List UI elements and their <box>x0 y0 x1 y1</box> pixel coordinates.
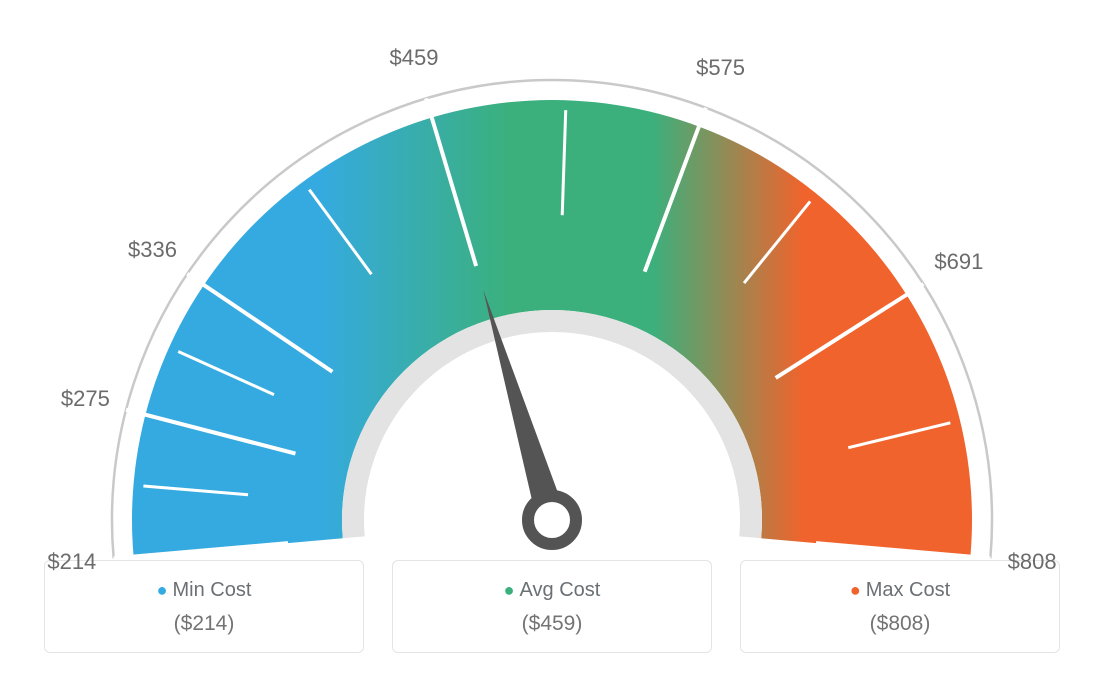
gauge-chart: $214$275$336$459$575$691$808 <box>0 0 1104 560</box>
legend-row: Min Cost ($214) Avg Cost ($459) Max Cost… <box>0 560 1104 663</box>
legend-card-avg: Avg Cost ($459) <box>392 560 712 653</box>
tick-label: $214 <box>47 549 96 575</box>
gauge-svg <box>0 0 1104 560</box>
tick-label: $459 <box>390 45 439 71</box>
tick-label: $336 <box>128 237 177 263</box>
needle-hub <box>528 496 576 544</box>
legend-min-value: ($214) <box>55 612 353 636</box>
legend-max-value: ($808) <box>751 612 1049 636</box>
tick-label: $691 <box>934 249 983 275</box>
legend-min-label: Min Cost <box>55 579 353 602</box>
legend-avg-value: ($459) <box>403 612 701 636</box>
legend-max-label: Max Cost <box>751 579 1049 602</box>
legend-avg-label: Avg Cost <box>403 579 701 602</box>
tick-label: $275 <box>61 386 110 412</box>
tick-label: $575 <box>696 55 745 81</box>
tick-label: $808 <box>1008 549 1057 575</box>
